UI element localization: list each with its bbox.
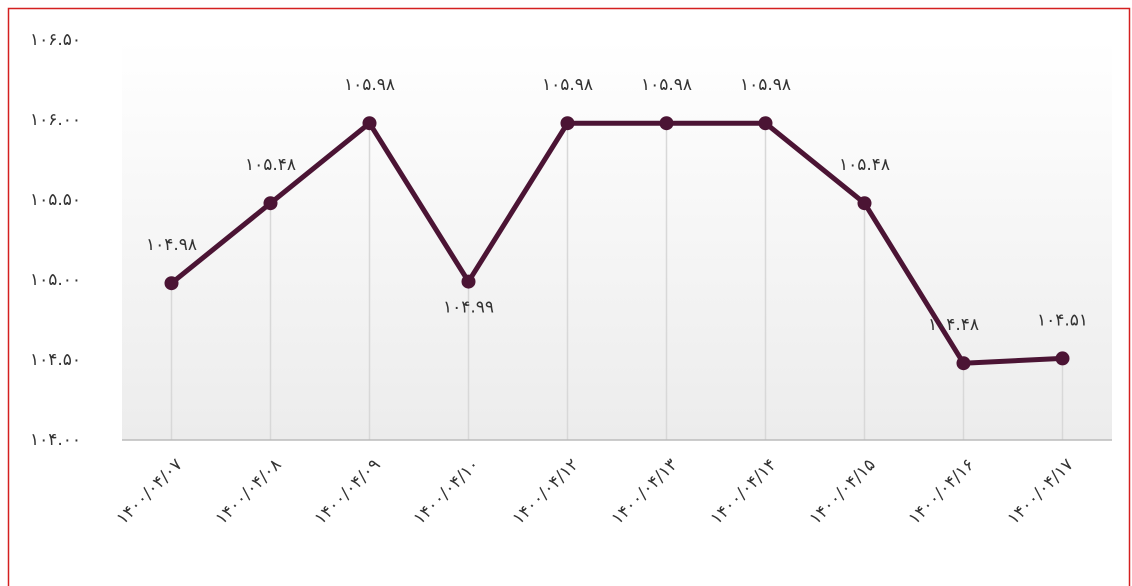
marker bbox=[758, 116, 773, 131]
marker bbox=[560, 116, 575, 131]
x-tick-label: ۱۴۰۰/۰۴/۱۳ bbox=[608, 455, 682, 529]
y-tick-label: ۱۰۵.۵۰ bbox=[30, 190, 81, 210]
y-tick-label: ۱۰۵.۰۰ bbox=[30, 270, 81, 290]
x-tick-label: ۱۴۰۰/۰۴/۰۸ bbox=[212, 455, 286, 529]
marker bbox=[956, 356, 971, 371]
marker bbox=[857, 196, 872, 211]
marker bbox=[1055, 351, 1070, 366]
plot-area bbox=[122, 40, 1112, 440]
marker bbox=[164, 276, 179, 291]
data-label: ۱۰۴.۹۸ bbox=[146, 235, 197, 255]
y-tick-label: ۱۰۶.۰۰ bbox=[30, 110, 81, 130]
marker bbox=[362, 116, 377, 131]
x-tick-label: ۱۴۰۰/۰۴/۱۰ bbox=[410, 455, 484, 529]
data-label: ۱۰۵.۴۸ bbox=[839, 155, 890, 175]
frame bbox=[7, 7, 1131, 586]
x-tick-label: ۱۴۰۰/۰۴/۱۲ bbox=[509, 455, 583, 529]
data-label: ۱۰۴.۴۸ bbox=[928, 315, 979, 335]
y-tick-label: ۱۰۴.۰۰ bbox=[30, 430, 81, 450]
data-label: ۱۰۵.۴۸ bbox=[245, 155, 296, 175]
x-tick-label: ۱۴۰۰/۰۴/۱۵ bbox=[806, 455, 880, 529]
x-tick-label: ۱۴۰۰/۰۴/۱۷ bbox=[1004, 455, 1078, 529]
data-label: ۱۰۵.۹۸ bbox=[740, 75, 791, 95]
x-tick-label: ۱۴۰۰/۰۴/۱۶ bbox=[905, 455, 979, 529]
data-label: ۱۰۵.۹۸ bbox=[542, 75, 593, 95]
line bbox=[169, 120, 1063, 366]
marker bbox=[659, 116, 674, 131]
data-label: ۱۰۵.۹۸ bbox=[641, 75, 692, 95]
x-tick-label: ۱۴۰۰/۰۴/۱۴ bbox=[707, 455, 781, 529]
marker bbox=[461, 274, 476, 289]
x-tick-label: ۱۴۰۰/۰۴/۰۷ bbox=[113, 455, 187, 529]
x-tick-label: ۱۴۰۰/۰۴/۰۹ bbox=[311, 455, 385, 529]
marker bbox=[263, 196, 278, 211]
data-label: ۱۰۵.۹۸ bbox=[344, 75, 395, 95]
data-label: ۱۰۴.۵۱ bbox=[1037, 310, 1088, 330]
y-tick-label: ۱۰۴.۵۰ bbox=[30, 350, 81, 370]
data-label: ۱۰۴.۹۹ bbox=[443, 298, 494, 318]
y-tick-label: ۱۰۶.۵۰ bbox=[30, 30, 81, 50]
